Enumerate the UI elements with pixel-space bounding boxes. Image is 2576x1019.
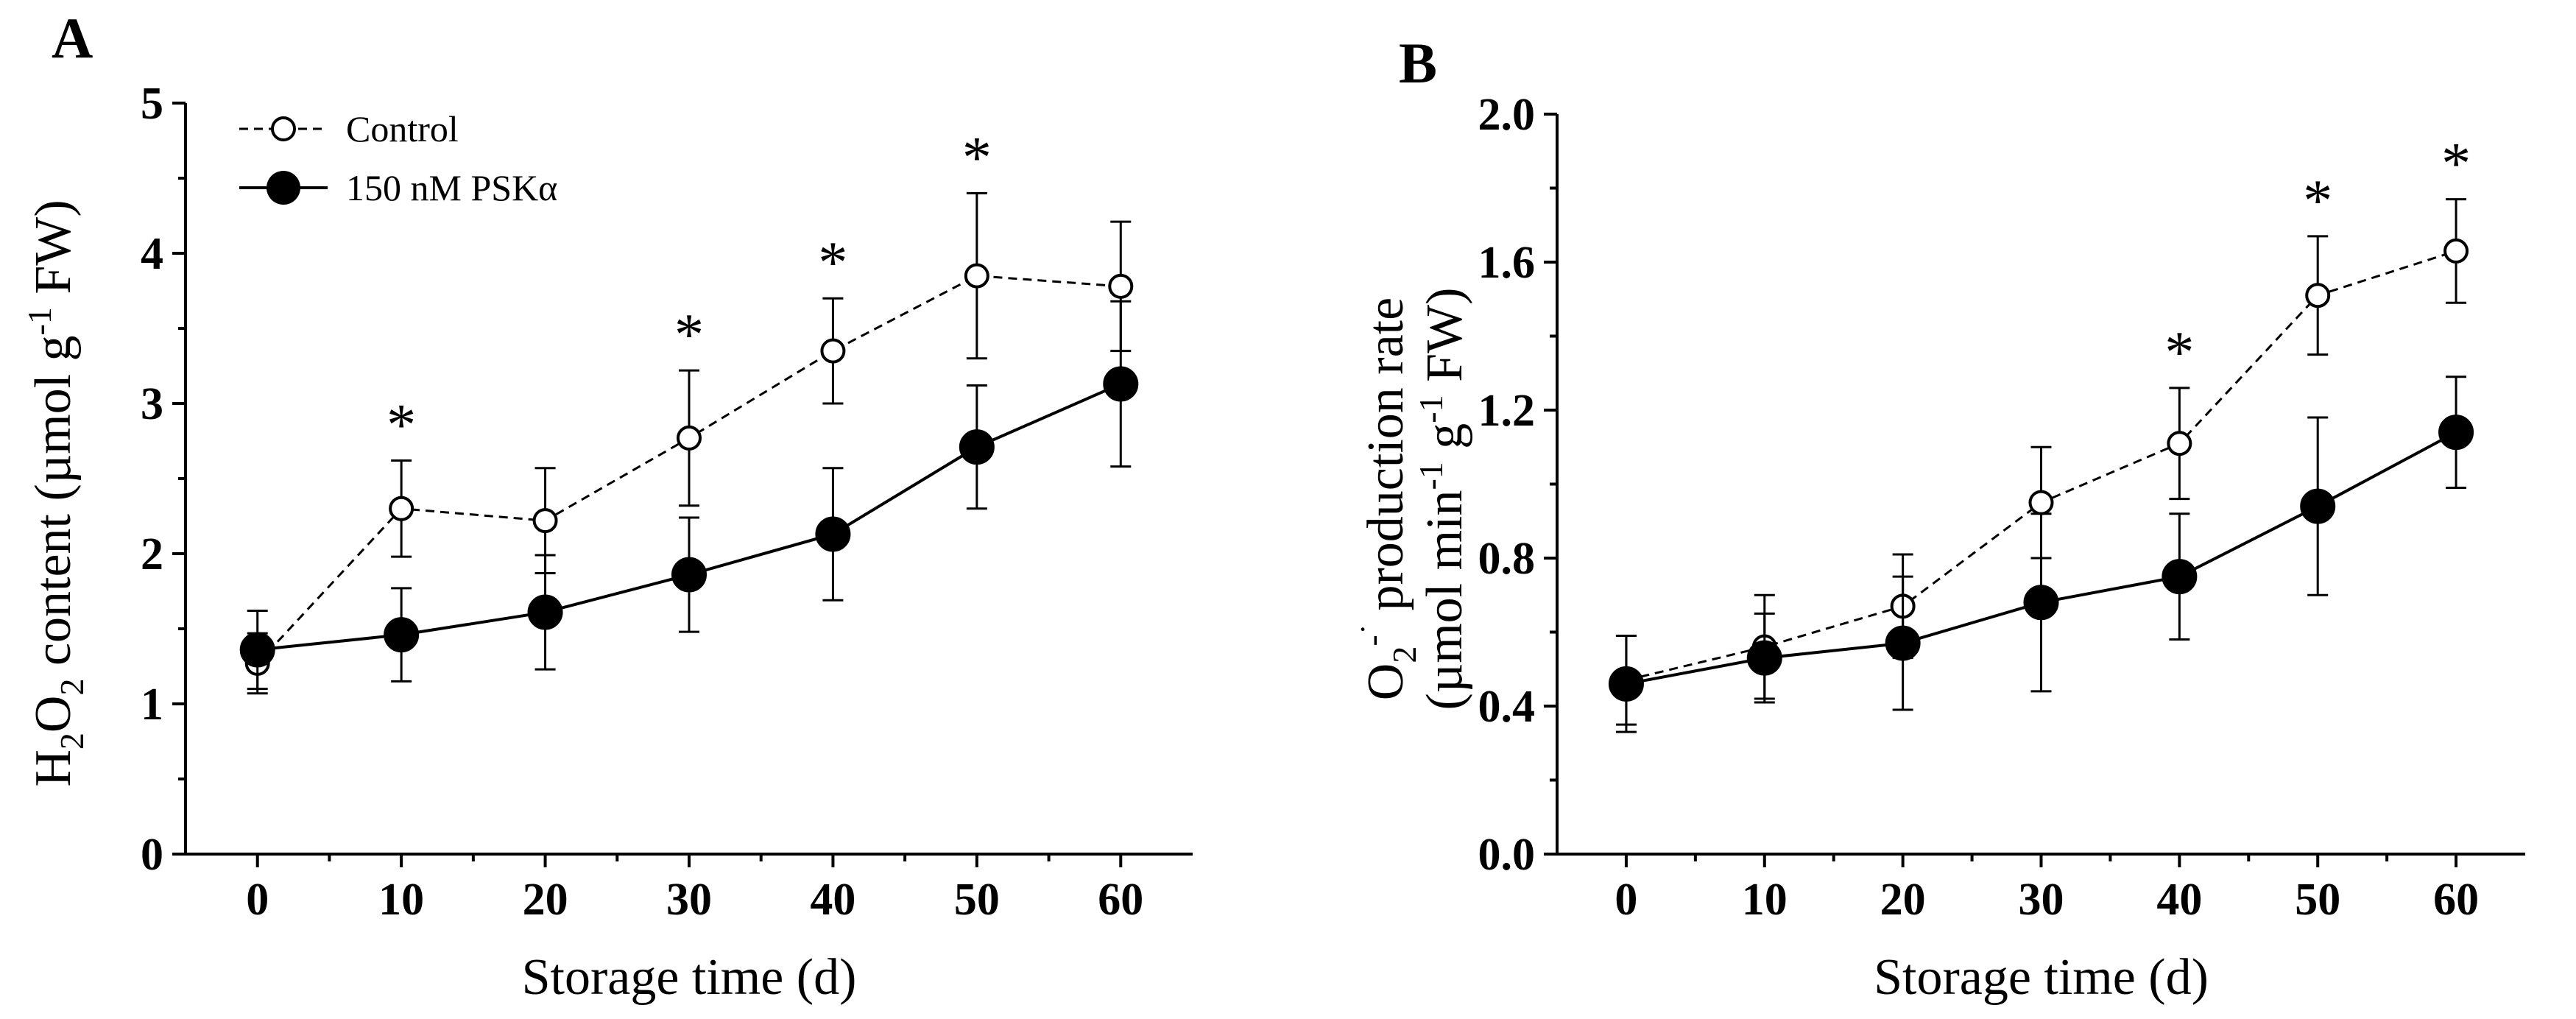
data-point-pska xyxy=(2162,559,2198,595)
data-point-control xyxy=(2167,431,2192,456)
x-axis-title: Storage time (d) xyxy=(1874,949,2209,1006)
data-point-control xyxy=(2443,238,2469,264)
legend-label-control: Control xyxy=(346,108,459,149)
significance-star: * xyxy=(674,303,704,367)
y-axis-title: H2O2 content (µmol g-1 FW) xyxy=(21,200,91,786)
y-tick-label: 1.6 xyxy=(1478,238,1536,288)
x-tick-label: 60 xyxy=(2433,875,2479,925)
y-tick-label: 0 xyxy=(141,830,163,880)
y-tick-label: 2 xyxy=(141,529,163,579)
x-tick-label: 40 xyxy=(810,875,855,925)
data-point-pska xyxy=(1608,666,1644,702)
x-tick-label: 30 xyxy=(2019,875,2064,925)
x-tick-label: 50 xyxy=(2295,875,2340,925)
significance-star: * xyxy=(962,125,992,190)
x-tick-label: 10 xyxy=(1742,875,1788,925)
y-axis-title-line1: O2-˙ production rate xyxy=(1353,297,1423,700)
x-tick-label: 0 xyxy=(1615,875,1637,925)
data-point-control xyxy=(532,508,558,534)
legend-marker-control xyxy=(271,116,296,141)
y-axis-title-line2: (µmol min-1 g-1 FW) xyxy=(1412,288,1473,711)
data-point-pska xyxy=(239,632,275,668)
data-point-pska xyxy=(815,516,851,552)
data-point-control xyxy=(820,338,846,364)
x-tick-label: 30 xyxy=(666,875,712,925)
data-point-control xyxy=(1108,273,1134,299)
x-tick-label: 20 xyxy=(523,875,568,925)
data-point-pska xyxy=(1103,366,1139,402)
data-point-pska xyxy=(2300,488,2336,524)
significance-star: * xyxy=(818,230,847,295)
y-tick-label: 1 xyxy=(141,680,163,730)
x-tick-label: 10 xyxy=(378,875,424,925)
x-tick-label: 60 xyxy=(1098,875,1143,925)
data-point-control xyxy=(677,425,702,451)
data-point-pska xyxy=(527,594,563,630)
y-tick-label: 0.8 xyxy=(1478,534,1536,584)
significance-star: * xyxy=(2441,132,2471,197)
x-axis-title: Storage time (d) xyxy=(522,949,857,1006)
y-tick-label: 0.4 xyxy=(1478,682,1536,732)
data-point-pska xyxy=(671,557,707,593)
data-point-control xyxy=(964,263,989,289)
x-tick-label: 50 xyxy=(954,875,1000,925)
y-tick-label: 3 xyxy=(141,379,163,429)
significance-star: * xyxy=(2164,320,2194,385)
y-tick-label: 4 xyxy=(141,229,163,279)
legend-label-pska: 150 nM PSKα xyxy=(346,167,557,208)
data-point-pska xyxy=(1885,625,1921,661)
panel-b-plot: 0.0 0.4 0.8 1.2 1.6 2.0 0 10 20 30 40 50 60 Storage t… xyxy=(1353,90,2525,1006)
x-tick-label: 40 xyxy=(2156,875,2202,925)
data-point-pska xyxy=(384,617,420,653)
x-tick-label: 20 xyxy=(1880,875,1926,925)
significance-star: * xyxy=(387,393,416,458)
data-point-control xyxy=(389,496,414,521)
y-tick-label: 5 xyxy=(141,79,163,129)
data-point-control xyxy=(2305,283,2331,308)
y-tick-label: 0.0 xyxy=(1478,830,1536,880)
data-point-control xyxy=(2028,490,2054,515)
data-point-pska xyxy=(2023,585,2059,621)
y-tick-label: 2.0 xyxy=(1478,90,1536,140)
data-point-pska xyxy=(959,429,995,465)
legend-marker-pska xyxy=(267,171,300,205)
significance-star: * xyxy=(2303,169,2332,233)
x-tick-label: 0 xyxy=(246,875,269,925)
data-point-pska xyxy=(2438,415,2474,451)
data-point-pska xyxy=(1746,640,1782,676)
panel-label-a: A xyxy=(52,6,93,70)
panel-label-b: B xyxy=(1399,31,1437,95)
y-tick-label: 1.2 xyxy=(1478,386,1536,436)
